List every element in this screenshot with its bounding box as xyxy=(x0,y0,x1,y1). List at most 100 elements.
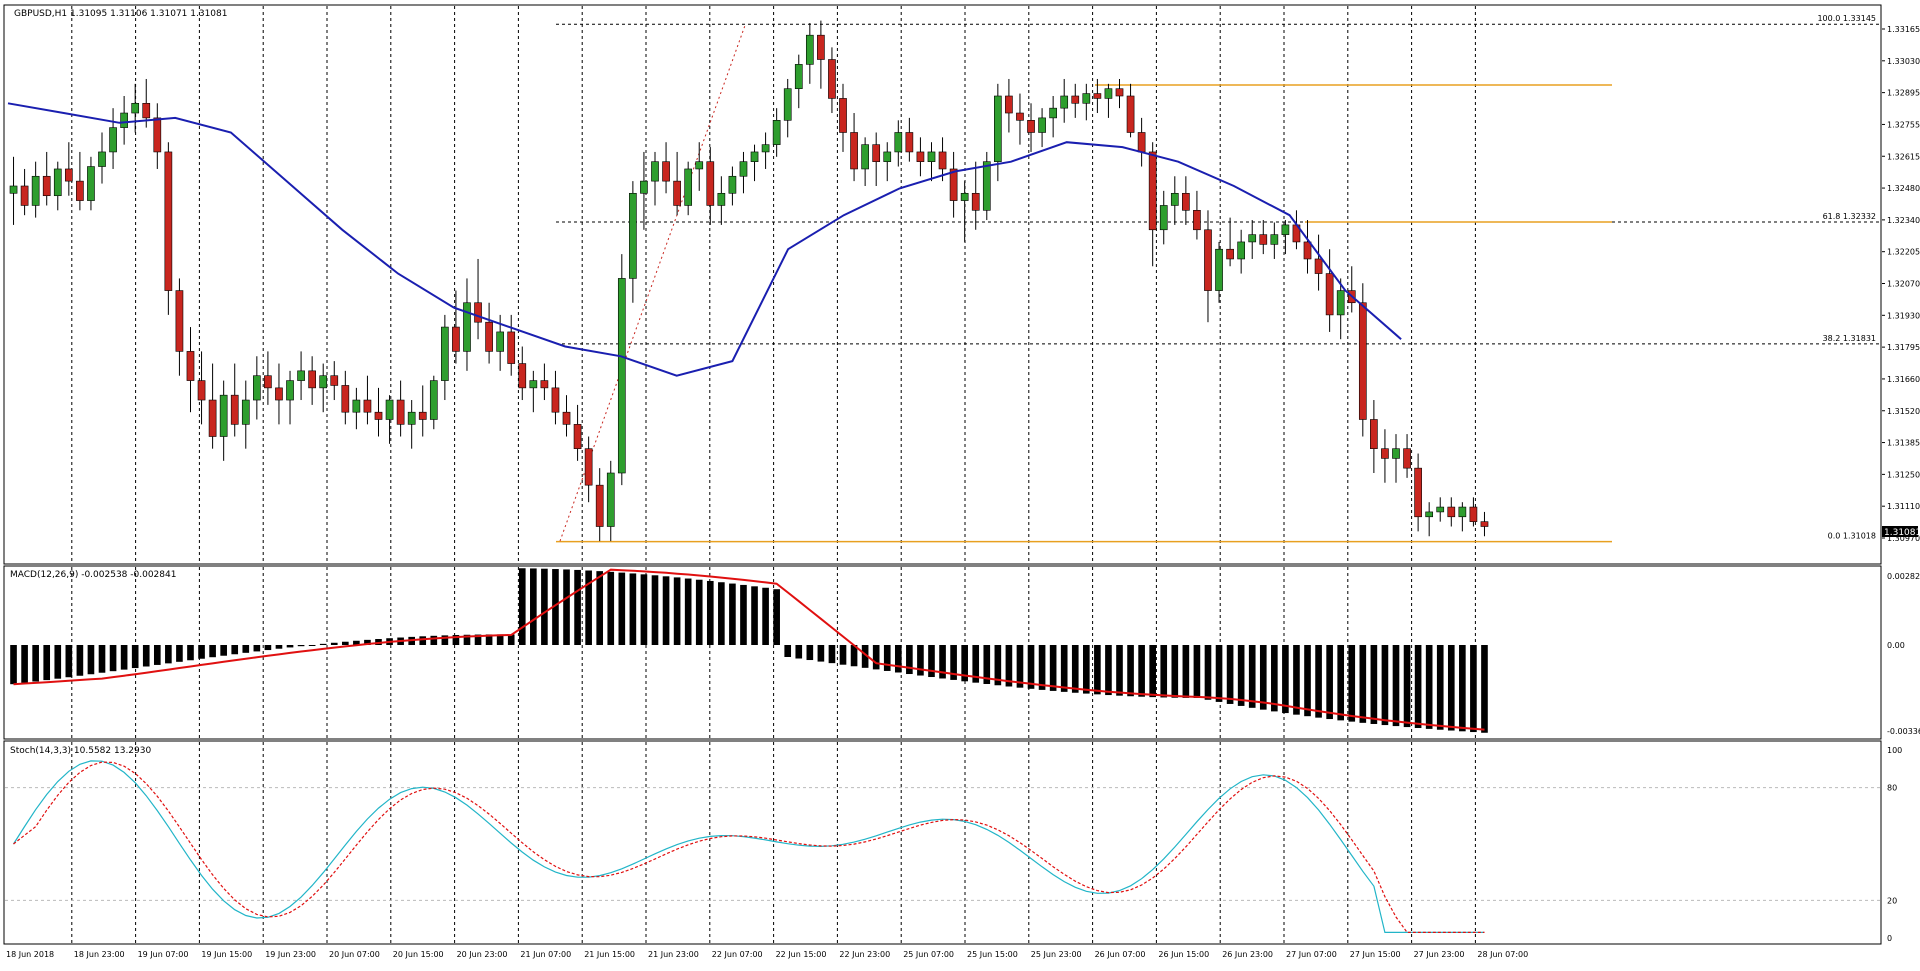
candle xyxy=(1115,78,1124,109)
candle xyxy=(1447,497,1456,527)
candle-body xyxy=(120,112,128,128)
candle xyxy=(109,108,117,169)
candle-body xyxy=(584,448,593,486)
candle-body xyxy=(1182,192,1190,211)
candle xyxy=(76,151,84,211)
candle xyxy=(1259,220,1268,255)
candle-body xyxy=(64,168,73,182)
candle-body xyxy=(319,375,328,389)
macd-histogram-bar xyxy=(1049,645,1057,691)
candle-body xyxy=(1115,88,1124,97)
candle-body xyxy=(452,326,460,352)
macd-histogram-bar xyxy=(242,645,250,653)
stochastic-pane[interactable] xyxy=(3,740,1882,945)
candle-body xyxy=(87,166,95,201)
candle xyxy=(673,151,681,216)
macd-histogram-bar xyxy=(1459,645,1466,732)
candle-body xyxy=(1049,107,1057,119)
candle xyxy=(1370,400,1378,474)
candle-body xyxy=(374,411,383,420)
macd-histogram-bar xyxy=(98,645,106,673)
macd-histogram-bar xyxy=(21,645,28,683)
candle xyxy=(1060,78,1069,123)
macd-histogram-bar xyxy=(729,583,736,645)
candle-body xyxy=(850,132,858,170)
candle-body xyxy=(1237,241,1245,260)
candle xyxy=(783,78,792,138)
macd-histogram-bar xyxy=(109,645,117,672)
moving-average-line xyxy=(7,102,1402,377)
candle-body xyxy=(175,290,184,352)
time-axis-label: 27 Jun 15:00 xyxy=(1350,950,1401,959)
candle xyxy=(98,132,106,184)
candle-body xyxy=(164,151,173,291)
macd-histogram-bar xyxy=(43,645,51,681)
candle xyxy=(651,151,659,206)
candle-body xyxy=(31,175,40,206)
candle xyxy=(1248,220,1257,259)
candle-body xyxy=(42,175,51,197)
macd-histogram-bar xyxy=(1071,645,1079,693)
candle-body xyxy=(496,331,504,352)
candle xyxy=(1458,502,1467,532)
macd-histogram-bar xyxy=(607,571,615,645)
candle-body xyxy=(927,151,936,162)
stoch-axis-label: 80 xyxy=(1887,784,1897,793)
macd-histogram-bar xyxy=(1271,645,1278,712)
candle xyxy=(1170,176,1179,225)
candle xyxy=(761,132,770,169)
time-axis-label: 21 Jun 23:00 xyxy=(648,950,699,959)
candle-body xyxy=(76,180,84,201)
candle xyxy=(1038,108,1046,148)
macd-histogram-bar xyxy=(1403,645,1411,728)
candle xyxy=(1436,497,1445,522)
macd-histogram-bar xyxy=(496,634,504,645)
candle-body xyxy=(1137,132,1146,153)
candle-body xyxy=(463,302,471,352)
candle xyxy=(175,278,184,376)
candle-body xyxy=(573,424,582,449)
candle-body xyxy=(1358,302,1367,420)
candle xyxy=(883,142,892,182)
macd-histogram-bar xyxy=(651,575,659,645)
time-axis-label: 25 Jun 23:00 xyxy=(1031,950,1082,959)
candle xyxy=(662,142,670,194)
macd-histogram-bar xyxy=(1337,645,1345,721)
macd-histogram-bar xyxy=(894,645,902,673)
candle xyxy=(197,351,206,425)
candle-body xyxy=(20,185,29,206)
candle xyxy=(396,380,405,437)
candle xyxy=(1182,176,1190,225)
candle-body xyxy=(706,161,715,206)
macd-histogram-bar xyxy=(706,580,714,645)
current-price-marker xyxy=(1882,526,1918,537)
candle-body xyxy=(562,411,571,425)
candle-body xyxy=(330,375,339,386)
macd-histogram-bar xyxy=(253,645,261,652)
price-tick-label: 1.32070 xyxy=(1887,280,1920,289)
candle-body xyxy=(53,168,62,197)
candle xyxy=(1215,241,1223,303)
candle-body xyxy=(817,34,825,60)
time-axis-label: 26 Jun 15:00 xyxy=(1158,950,1209,959)
candle-body xyxy=(1270,234,1279,245)
candle-body xyxy=(142,102,151,119)
candle-body xyxy=(363,399,372,413)
candle-body xyxy=(385,399,394,420)
price-tick-label: 1.32340 xyxy=(1887,216,1920,225)
candle-body xyxy=(9,185,18,194)
candle xyxy=(1027,103,1035,152)
candle xyxy=(772,108,781,157)
macd-histogram-bar xyxy=(563,569,570,645)
candle xyxy=(1392,434,1400,483)
chart-title: GBPUSD,H1 1.31095 1.31106 1.31071 1.3108… xyxy=(14,9,227,19)
macd-histogram-bar xyxy=(1060,645,1068,692)
candle-body xyxy=(551,387,560,413)
macd-histogram-bar xyxy=(1348,645,1356,722)
main-pane[interactable] xyxy=(3,4,1882,565)
candle xyxy=(1336,278,1345,340)
fib-label: 100.0 1.33145 xyxy=(1817,14,1876,23)
macd-histogram-bar xyxy=(297,645,305,647)
